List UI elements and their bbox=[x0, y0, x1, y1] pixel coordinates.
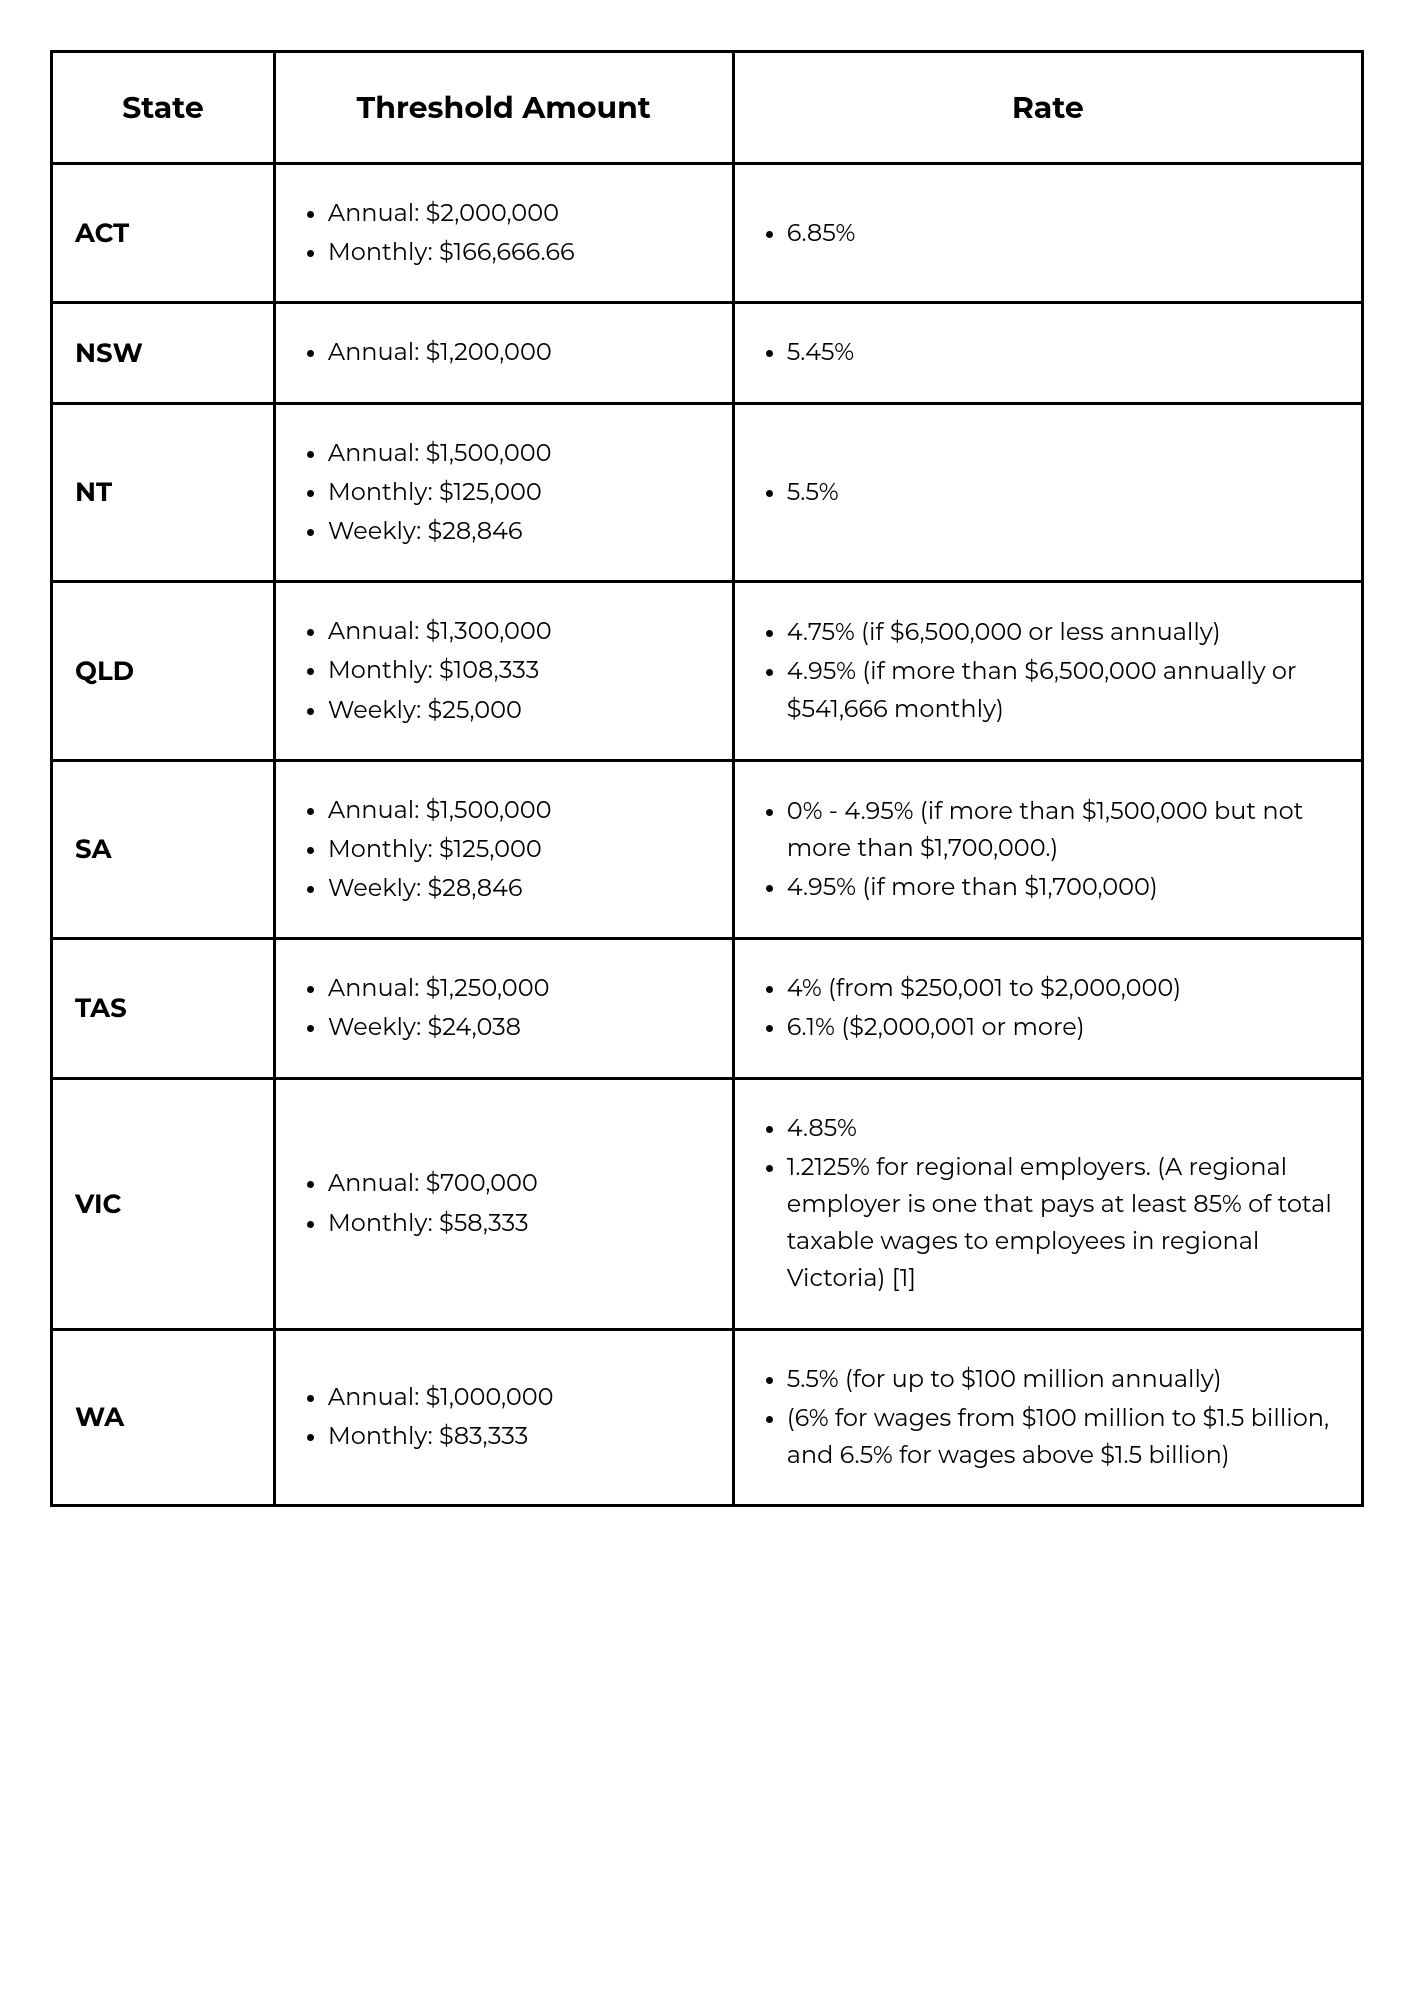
list-item: 6.1% ($2,000,001 or more) bbox=[787, 1009, 1339, 1046]
table-row: SA Annual: $1,500,000 Monthly: $125,000 … bbox=[52, 760, 1363, 939]
list-item: 6.85% bbox=[787, 215, 1339, 252]
list-item: Monthly: $108,333 bbox=[328, 652, 710, 689]
rate-cell: 6.85% bbox=[733, 164, 1362, 303]
threshold-cell: Annual: $2,000,000 Monthly: $166,666.66 bbox=[274, 164, 733, 303]
state-cell: NSW bbox=[52, 303, 275, 403]
rate-list: 5.45% bbox=[757, 334, 1339, 371]
list-item: Monthly: $58,333 bbox=[328, 1205, 710, 1242]
list-item: Monthly: $166,666.66 bbox=[328, 234, 710, 271]
list-item: 4.95% (if more than $6,500,000 annually … bbox=[787, 653, 1339, 727]
list-item: 4.95% (if more than $1,700,000) bbox=[787, 869, 1339, 906]
list-item: Annual: $1,250,000 bbox=[328, 970, 710, 1007]
col-header-state: State bbox=[52, 52, 275, 164]
state-cell: TAS bbox=[52, 939, 275, 1078]
rate-cell: 4.85% 1.2125% for regional employers. (A… bbox=[733, 1078, 1362, 1329]
state-cell: WA bbox=[52, 1329, 275, 1506]
threshold-cell: Annual: $1,300,000 Monthly: $108,333 Wee… bbox=[274, 582, 733, 761]
rate-cell: 5.5% bbox=[733, 403, 1362, 582]
list-item: Weekly: $24,038 bbox=[328, 1009, 710, 1046]
state-cell: QLD bbox=[52, 582, 275, 761]
rate-list: 5.5% (for up to $100 million annually) (… bbox=[757, 1361, 1339, 1475]
list-item: Annual: $2,000,000 bbox=[328, 195, 710, 232]
list-item: Monthly: $125,000 bbox=[328, 831, 710, 868]
list-item: 1.2125% for regional employers. (A regio… bbox=[787, 1149, 1339, 1298]
threshold-list: Annual: $1,500,000 Monthly: $125,000 Wee… bbox=[298, 792, 710, 908]
threshold-cell: Annual: $1,200,000 bbox=[274, 303, 733, 403]
state-cell: SA bbox=[52, 760, 275, 939]
threshold-list: Annual: $1,200,000 bbox=[298, 334, 710, 371]
threshold-cell: Annual: $1,000,000 Monthly: $83,333 bbox=[274, 1329, 733, 1506]
table-row: VIC Annual: $700,000 Monthly: $58,333 4.… bbox=[52, 1078, 1363, 1329]
list-item: Annual: $1,500,000 bbox=[328, 792, 710, 829]
list-item: Monthly: $125,000 bbox=[328, 474, 710, 511]
rate-cell: 5.45% bbox=[733, 303, 1362, 403]
table-header-row: State Threshold Amount Rate bbox=[52, 52, 1363, 164]
col-header-threshold: Threshold Amount bbox=[274, 52, 733, 164]
state-cell: VIC bbox=[52, 1078, 275, 1329]
threshold-cell: Annual: $700,000 Monthly: $58,333 bbox=[274, 1078, 733, 1329]
threshold-list: Annual: $1,300,000 Monthly: $108,333 Wee… bbox=[298, 613, 710, 729]
list-item: 0% - 4.95% (if more than $1,500,000 but … bbox=[787, 793, 1339, 867]
list-item: 5.45% bbox=[787, 334, 1339, 371]
rate-cell: 4% (from $250,001 to $2,000,000) 6.1% ($… bbox=[733, 939, 1362, 1078]
list-item: 5.5% bbox=[787, 474, 1339, 511]
list-item: 4% (from $250,001 to $2,000,000) bbox=[787, 970, 1339, 1007]
list-item: (6% for wages from $100 million to $1.5 … bbox=[787, 1400, 1339, 1474]
rate-list: 0% - 4.95% (if more than $1,500,000 but … bbox=[757, 793, 1339, 907]
state-cell: ACT bbox=[52, 164, 275, 303]
col-header-rate: Rate bbox=[733, 52, 1362, 164]
threshold-list: Annual: $1,000,000 Monthly: $83,333 bbox=[298, 1379, 710, 1455]
threshold-list: Annual: $2,000,000 Monthly: $166,666.66 bbox=[298, 195, 710, 271]
list-item: 4.85% bbox=[787, 1110, 1339, 1147]
list-item: Weekly: $28,846 bbox=[328, 513, 710, 550]
rate-list: 6.85% bbox=[757, 215, 1339, 252]
rate-list: 4.85% 1.2125% for regional employers. (A… bbox=[757, 1110, 1339, 1298]
threshold-list: Annual: $700,000 Monthly: $58,333 bbox=[298, 1165, 710, 1241]
rate-list: 4% (from $250,001 to $2,000,000) 6.1% ($… bbox=[757, 970, 1339, 1046]
list-item: Annual: $1,000,000 bbox=[328, 1379, 710, 1416]
table-row: QLD Annual: $1,300,000 Monthly: $108,333… bbox=[52, 582, 1363, 761]
threshold-cell: Annual: $1,250,000 Weekly: $24,038 bbox=[274, 939, 733, 1078]
threshold-list: Annual: $1,250,000 Weekly: $24,038 bbox=[298, 970, 710, 1046]
list-item: Annual: $1,500,000 bbox=[328, 435, 710, 472]
list-item: Weekly: $25,000 bbox=[328, 692, 710, 729]
threshold-list: Annual: $1,500,000 Monthly: $125,000 Wee… bbox=[298, 435, 710, 551]
state-cell: NT bbox=[52, 403, 275, 582]
payroll-tax-table: State Threshold Amount Rate ACT Annual: … bbox=[50, 50, 1364, 1507]
threshold-cell: Annual: $1,500,000 Monthly: $125,000 Wee… bbox=[274, 760, 733, 939]
table-body: ACT Annual: $2,000,000 Monthly: $166,666… bbox=[52, 164, 1363, 1506]
list-item: Annual: $1,300,000 bbox=[328, 613, 710, 650]
rate-cell: 4.75% (if $6,500,000 or less annually) 4… bbox=[733, 582, 1362, 761]
table-row: NT Annual: $1,500,000 Monthly: $125,000 … bbox=[52, 403, 1363, 582]
list-item: Annual: $1,200,000 bbox=[328, 334, 710, 371]
list-item: Weekly: $28,846 bbox=[328, 870, 710, 907]
threshold-cell: Annual: $1,500,000 Monthly: $125,000 Wee… bbox=[274, 403, 733, 582]
rate-list: 5.5% bbox=[757, 474, 1339, 511]
list-item: 4.75% (if $6,500,000 or less annually) bbox=[787, 614, 1339, 651]
list-item: Monthly: $83,333 bbox=[328, 1418, 710, 1455]
list-item: 5.5% (for up to $100 million annually) bbox=[787, 1361, 1339, 1398]
rate-cell: 5.5% (for up to $100 million annually) (… bbox=[733, 1329, 1362, 1506]
table-row: ACT Annual: $2,000,000 Monthly: $166,666… bbox=[52, 164, 1363, 303]
rate-list: 4.75% (if $6,500,000 or less annually) 4… bbox=[757, 614, 1339, 728]
table-row: NSW Annual: $1,200,000 5.45% bbox=[52, 303, 1363, 403]
table-row: TAS Annual: $1,250,000 Weekly: $24,038 4… bbox=[52, 939, 1363, 1078]
rate-cell: 0% - 4.95% (if more than $1,500,000 but … bbox=[733, 760, 1362, 939]
table-row: WA Annual: $1,000,000 Monthly: $83,333 5… bbox=[52, 1329, 1363, 1506]
list-item: Annual: $700,000 bbox=[328, 1165, 710, 1202]
